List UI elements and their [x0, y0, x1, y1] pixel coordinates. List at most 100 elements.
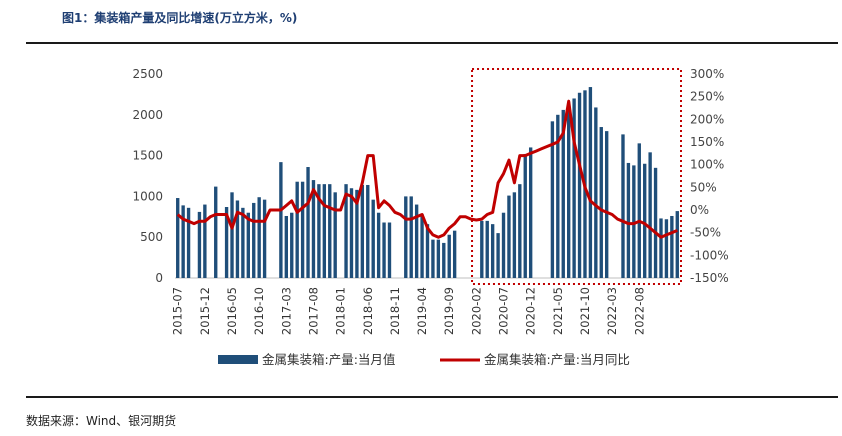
bar — [414, 204, 419, 278]
bar — [507, 195, 511, 278]
bar — [409, 196, 413, 278]
bar — [496, 233, 500, 278]
bar — [425, 224, 430, 278]
bar — [436, 239, 441, 278]
bar — [355, 189, 359, 278]
bar — [295, 181, 299, 278]
x-tick-label: 2022-03 — [605, 287, 619, 335]
bar — [626, 162, 631, 278]
bar — [284, 215, 289, 278]
bar — [528, 147, 533, 278]
right-tick-label: 0% — [690, 203, 709, 217]
bar — [224, 207, 229, 278]
bar — [572, 98, 576, 278]
x-tick-label: 2022-08 — [632, 287, 646, 335]
x-tick-label: 2015-12 — [198, 287, 212, 335]
bar — [344, 184, 348, 278]
bar — [670, 215, 674, 278]
right-tick-label: 150% — [690, 135, 724, 149]
bar — [230, 192, 234, 278]
bar — [279, 162, 283, 278]
bar — [366, 184, 370, 278]
legend-bar-label: 金属集装箱:产量:当月值 — [262, 352, 395, 367]
source-note: 数据来源：Wind、银河期货 — [26, 414, 177, 428]
bar — [382, 222, 386, 278]
x-tick-label: 2018-01 — [334, 287, 348, 335]
bar — [311, 180, 316, 278]
right-tick-label: -50% — [690, 226, 721, 240]
left-axis-ticks: 0 500 1000 1500 2000 2500 — [132, 67, 163, 285]
bar — [452, 230, 457, 278]
bar — [550, 121, 555, 278]
bar — [300, 181, 305, 278]
x-tick-label: 2021-05 — [551, 287, 565, 335]
bar — [588, 87, 593, 278]
left-tick-label: 500 — [140, 230, 163, 244]
bar — [447, 234, 451, 278]
bar — [241, 207, 245, 278]
bar — [431, 239, 435, 278]
legend-bar-swatch — [218, 355, 258, 364]
right-tick-label: 100% — [690, 158, 724, 172]
bar — [659, 218, 663, 278]
left-tick-label: 0 — [155, 271, 163, 285]
chart-title: 图1：集装箱产量及同比增速(万立方米，%) — [62, 11, 298, 25]
highlight-box — [471, 68, 682, 285]
x-axis-tick-labels: 2015-07 2015-12 2016-05 2016-10 2017-03 2017-… — [171, 287, 647, 335]
x-tick-label: 2018-11 — [388, 287, 402, 335]
x-tick-label: 2015-07 — [171, 287, 185, 335]
bar — [621, 134, 625, 278]
bar — [290, 212, 294, 278]
bar — [349, 188, 354, 278]
bar — [376, 212, 381, 278]
bar — [176, 198, 180, 278]
bar — [306, 167, 310, 278]
yoy-line — [176, 99, 678, 239]
x-tick-label: 2016-10 — [252, 287, 266, 335]
bar — [328, 184, 332, 278]
bar — [675, 211, 679, 278]
bar — [214, 186, 218, 278]
right-tick-label: 250% — [690, 90, 724, 104]
bar — [648, 152, 652, 278]
right-tick-label: 50% — [690, 180, 717, 194]
x-tick-label: 2017-08 — [306, 287, 320, 335]
bar — [387, 222, 392, 278]
x-tick-label: 2021-10 — [578, 287, 592, 335]
bar — [577, 92, 582, 278]
bottom-rule — [26, 396, 838, 398]
bar — [501, 212, 506, 278]
bar-series — [176, 87, 679, 279]
bar — [420, 214, 424, 278]
x-tick-label: 2018-06 — [361, 287, 375, 335]
bar — [643, 163, 647, 278]
bar — [512, 192, 517, 278]
bar — [664, 219, 669, 278]
x-tick-label: 2017-03 — [279, 287, 293, 335]
bar — [632, 165, 636, 278]
x-tick-label: 2020-07 — [497, 287, 511, 335]
bar — [246, 212, 250, 278]
left-tick-label: 1500 — [132, 149, 163, 163]
bar — [235, 200, 240, 278]
bar — [605, 131, 609, 278]
bar — [404, 196, 408, 278]
bar — [186, 207, 191, 278]
bar — [599, 127, 603, 278]
top-rule — [26, 42, 838, 44]
bar — [442, 242, 446, 278]
x-tick-label: 2019-09 — [442, 287, 456, 335]
bar — [181, 205, 185, 278]
bar — [203, 204, 207, 278]
bar — [561, 109, 565, 279]
right-axis-ticks: -150% -100% -50% 0% 50% 100% 150% 200% 250% 300% — [690, 67, 729, 285]
bar — [317, 184, 321, 278]
bar — [490, 224, 495, 278]
bar — [523, 153, 527, 278]
bar — [371, 199, 375, 278]
x-tick-label: 2020-12 — [524, 287, 538, 335]
bar — [322, 184, 327, 278]
bar — [594, 107, 598, 279]
x-tick-label: 2019-04 — [415, 287, 429, 335]
x-tick-label: 2016-05 — [225, 287, 239, 335]
